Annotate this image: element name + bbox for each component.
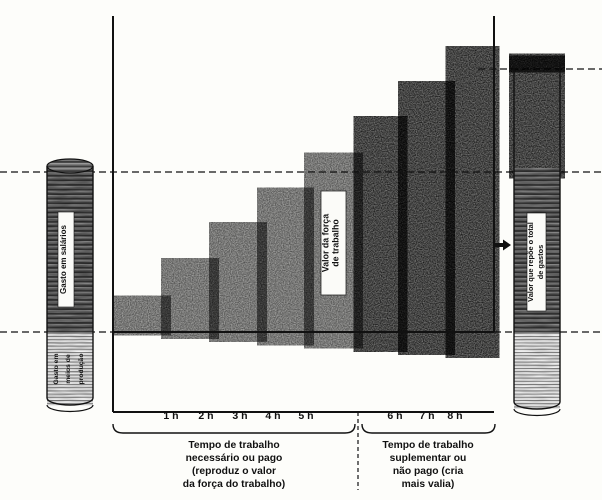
svg-text:produção: produção [78, 354, 85, 385]
svg-text:2 h: 2 h [198, 410, 213, 422]
svg-text:1 h: 1 h [163, 410, 178, 422]
svg-text:não pago (cria: não pago (cria [393, 466, 464, 477]
svg-text:de trabalho: de trabalho [331, 219, 341, 267]
svg-text:necessário ou pago: necessário ou pago [186, 453, 283, 464]
svg-text:(reproduz o valor: (reproduz o valor [192, 466, 276, 477]
svg-text:Tempo de trabalho: Tempo de trabalho [188, 440, 279, 451]
svg-text:4 h: 4 h [265, 410, 280, 422]
svg-text:Gasto em salários: Gasto em salários [59, 224, 68, 293]
svg-text:Gasto em: Gasto em [53, 354, 60, 385]
svg-text:meios de: meios de [65, 354, 72, 384]
svg-text:suplementar ou: suplementar ou [390, 453, 467, 464]
svg-text:Tempo de trabalho: Tempo de trabalho [382, 440, 473, 451]
svg-text:mais valia): mais valia) [402, 479, 455, 490]
svg-text:7 h: 7 h [419, 410, 434, 422]
svg-text:5 h: 5 h [298, 410, 313, 422]
svg-text:3 h: 3 h [232, 410, 247, 422]
svg-text:Valor que repõe o total: Valor que repõe o total [526, 222, 535, 302]
svg-text:da força do trabalho): da força do trabalho) [183, 479, 285, 490]
svg-text:6 h: 6 h [387, 410, 402, 422]
svg-text:de gastos: de gastos [536, 245, 545, 280]
svg-text:Valor da força: Valor da força [321, 214, 331, 272]
svg-text:8 h: 8 h [447, 410, 462, 422]
